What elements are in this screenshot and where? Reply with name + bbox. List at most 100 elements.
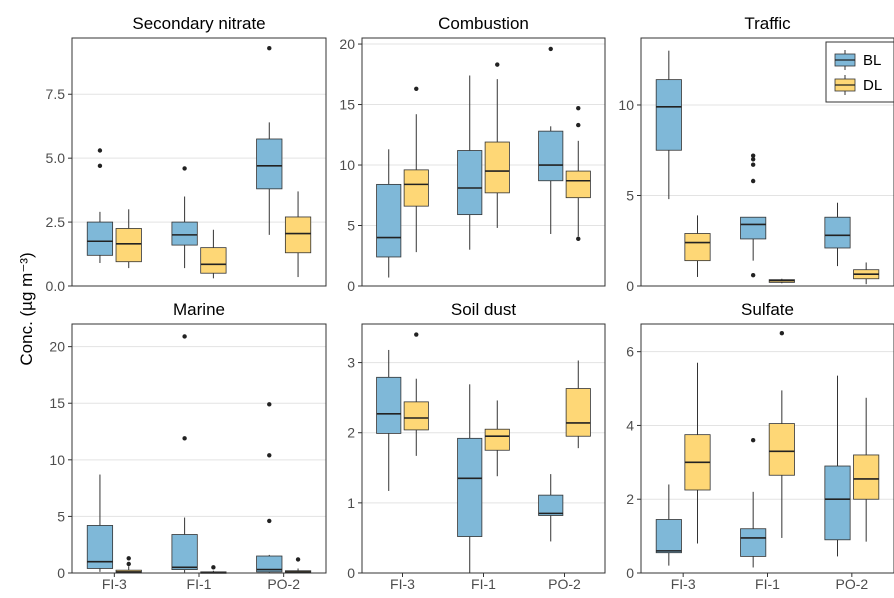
y-tick-label: 3 [347, 355, 355, 371]
outlier-point [97, 163, 103, 169]
y-tick-label: 7.5 [46, 86, 66, 102]
y-tick-label: 1 [347, 495, 355, 511]
x-tick-label: FI-3 [390, 576, 415, 592]
box-bl-fi-1 [740, 438, 767, 568]
box-iqr [538, 130, 564, 182]
outlier-point [126, 556, 131, 561]
box-dl-fi-1 [200, 229, 227, 279]
outlier-point [267, 518, 272, 524]
series-bl [655, 375, 851, 568]
box-dl-fi-1 [768, 331, 795, 538]
legend-label: DL [863, 77, 882, 94]
outlier-point [548, 46, 553, 52]
box-dl-fi-3 [684, 362, 711, 544]
legend-label: BL [863, 52, 881, 69]
y-tick-label: 2.5 [46, 214, 66, 230]
box-bl-po-2 [824, 375, 851, 557]
y-tick-label: 15 [339, 97, 355, 113]
panel-title: Combustion [438, 14, 529, 33]
panel-title: Secondary nitrate [132, 14, 265, 33]
panel-marine: 0 5 10 15 20 Marine FI-3 FI-1 PO-2 [49, 300, 327, 592]
series-dl [684, 215, 880, 285]
series-dl [403, 62, 591, 253]
y-tick-label: 0.0 [46, 278, 66, 294]
box-iqr [565, 388, 591, 437]
box-iqr [457, 150, 483, 216]
box-bl-fi-3 [86, 474, 114, 572]
x-tick-label: FI-1 [471, 576, 496, 592]
x-tick-label: PO-2 [267, 576, 300, 592]
box-bl-po-2 [256, 402, 283, 573]
outlier-point [750, 157, 756, 162]
legend-frame [825, 41, 894, 103]
legend: BL DL [825, 41, 894, 103]
outlier-point [495, 62, 500, 67]
box-iqr [655, 519, 682, 554]
box-iqr [86, 221, 114, 256]
panel-secondary-nitrate: 0.0 2.5 5.0 7.5 Secondary nitrate [46, 14, 327, 294]
panel-combustion: 0 5 10 15 20 Combustion [339, 14, 606, 294]
box-iqr [200, 247, 227, 274]
box-bl-po-2 [824, 202, 851, 267]
panel-border [71, 37, 327, 287]
panel-sulfate: 0 2 4 6 Sulfate FI-3 FI-1 PO-2 [626, 300, 894, 592]
box-dl-fi-3 [115, 209, 142, 269]
outlier-point [295, 557, 301, 562]
box-dl-po-2 [853, 397, 880, 542]
outlier-point [182, 334, 187, 339]
box-iqr [284, 216, 312, 254]
y-tick-label: 5.0 [46, 150, 66, 166]
y-tick-label: 0 [57, 565, 65, 581]
y-tick-label: 0 [626, 278, 634, 294]
box-iqr [740, 216, 767, 240]
box-bl-fi-3 [655, 50, 682, 200]
box-dl-po-2 [565, 105, 591, 242]
box-iqr [824, 216, 851, 249]
outlier-point [211, 565, 216, 570]
panel-background [362, 38, 605, 286]
box-iqr [740, 528, 767, 557]
outlier-point [267, 453, 272, 458]
outlier-point [267, 46, 272, 51]
outlier-point [576, 105, 581, 111]
box-iqr [256, 555, 283, 573]
box-bl-po-2 [538, 474, 564, 542]
panel-background [362, 324, 605, 573]
box-dl-fi-1 [484, 62, 510, 228]
legend-key-dl [834, 75, 856, 95]
panel-title: Sulfate [741, 300, 794, 319]
y-tick-label: 10 [49, 452, 65, 468]
box-dl-po-2 [284, 191, 312, 278]
panel-background [72, 38, 326, 286]
box-bl-fi-1 [457, 75, 483, 250]
series-bl [86, 46, 283, 269]
x-tick-label: FI-3 [102, 576, 127, 592]
box-bl-fi-1 [457, 384, 483, 573]
box-dl-fi-3 [684, 215, 711, 277]
series-dl [403, 332, 591, 477]
y-tick-label: 0 [347, 565, 355, 581]
series-dl [684, 331, 880, 544]
y-axis-label: Conc. (µg m⁻³) [17, 252, 36, 365]
box-bl-po-2 [538, 46, 564, 234]
outlier-point [750, 178, 756, 184]
box-dl-po-2 [565, 360, 591, 449]
outlier-point [182, 436, 187, 441]
outlier-point [750, 162, 756, 167]
box-iqr [538, 494, 564, 516]
box-iqr [565, 170, 591, 199]
outlier-point [182, 166, 187, 171]
outlier-point [267, 402, 272, 407]
panel-background [72, 324, 326, 573]
outlier-point [414, 86, 419, 92]
panel-traffic: 0 5 10 Traffic [618, 14, 894, 294]
outlier-point [576, 236, 581, 242]
box-iqr [171, 534, 198, 571]
y-tick-label: 20 [339, 36, 355, 52]
y-tick-label: 2 [626, 491, 634, 507]
panel-background [641, 324, 894, 573]
box-iqr [403, 169, 429, 207]
box-iqr [171, 221, 198, 246]
panel-title: Soil dust [451, 300, 516, 319]
